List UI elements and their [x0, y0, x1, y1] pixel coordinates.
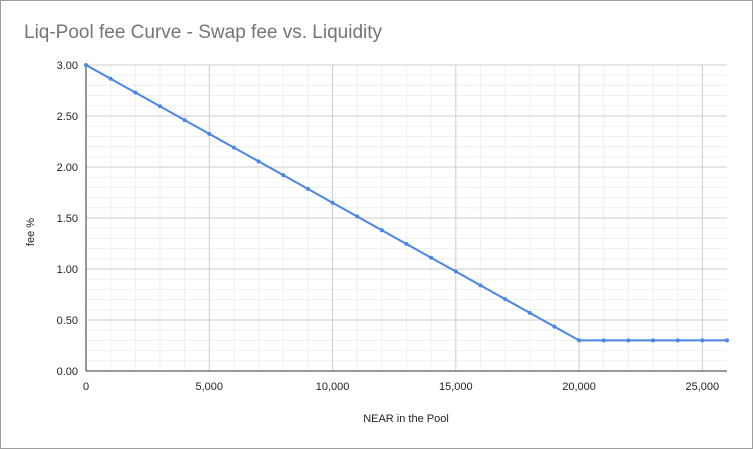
data-point: [133, 90, 138, 95]
data-point: [379, 228, 384, 233]
y-tick-label: 3.00: [57, 60, 78, 72]
x-tick-label: 15,000: [439, 381, 473, 393]
data-point: [527, 310, 532, 315]
data-point: [355, 214, 360, 219]
data-point: [231, 145, 236, 150]
data-point: [577, 338, 582, 343]
data-point: [429, 255, 434, 260]
data-point: [182, 118, 187, 123]
y-tick-label: 0.00: [57, 366, 78, 378]
data-point: [157, 104, 162, 109]
data-point: [84, 63, 88, 67]
y-axis-title: fee %: [25, 218, 37, 246]
data-point: [601, 338, 606, 343]
data-point: [552, 324, 557, 329]
x-tick-label: 10,000: [316, 381, 350, 393]
series-layer: [84, 63, 729, 343]
y-tick-label: 2.50: [57, 111, 78, 123]
data-point: [626, 338, 631, 343]
data-point: [404, 242, 409, 247]
x-tick-label: 25,000: [686, 381, 720, 393]
data-point: [478, 283, 483, 288]
data-point: [108, 76, 113, 81]
tick-labels: 0.00 0.50 1.00 1.50 2.00 2.50 3.00 0 5,000 10,000…: [57, 60, 720, 393]
data-point: [453, 269, 458, 274]
data-point: [725, 338, 729, 343]
chart-title: Liq-Pool fee Curve - Swap fee vs. Liquid…: [24, 22, 383, 43]
data-point: [207, 131, 212, 136]
x-tick-label: 5,000: [196, 381, 224, 393]
y-tick-label: 0.50: [57, 315, 78, 327]
data-point: [330, 200, 335, 205]
data-point: [281, 173, 286, 178]
x-axis-title: NEAR in the Pool: [363, 413, 449, 425]
data-point: [700, 338, 705, 343]
data-point: [675, 338, 680, 343]
y-tick-label: 1.50: [57, 213, 78, 225]
axes: [85, 65, 727, 372]
x-tick-label: 0: [83, 381, 89, 393]
y-tick-label: 2.00: [57, 162, 78, 174]
data-point: [651, 338, 656, 343]
data-point: [256, 159, 261, 164]
data-point: [305, 186, 310, 191]
data-point: [503, 297, 508, 302]
grid: [86, 64, 727, 371]
x-tick-label: 20,000: [562, 381, 596, 393]
y-tick-label: 1.00: [57, 264, 78, 276]
